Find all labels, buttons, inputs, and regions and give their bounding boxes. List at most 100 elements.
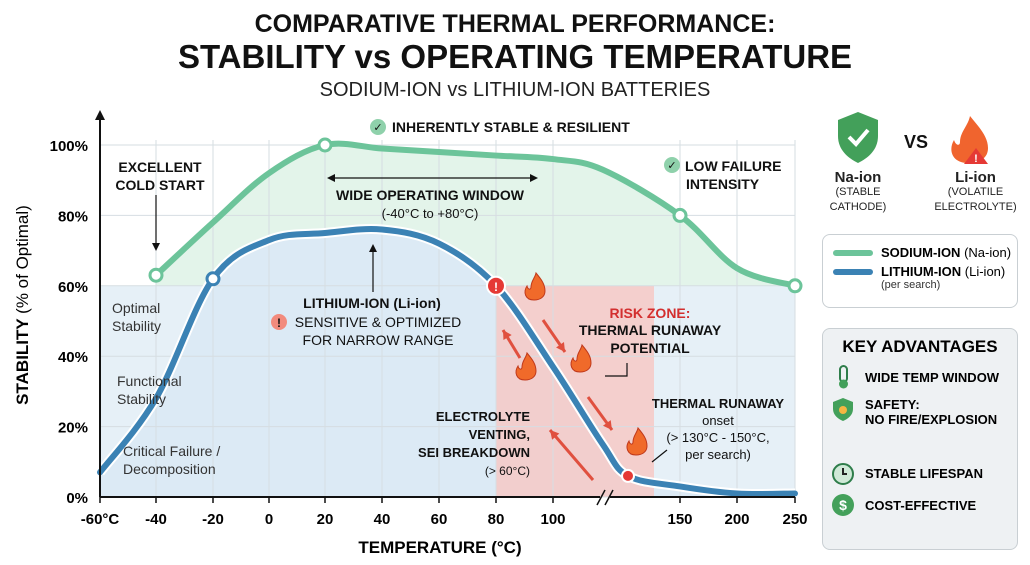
li-ion-name: Li-ion bbox=[955, 169, 996, 186]
zone-label: Stability bbox=[117, 391, 166, 407]
legend-na-bold: SODIUM-ION bbox=[881, 245, 961, 260]
title-line1: COMPARATIVE THERMAL PERFORMANCE: bbox=[255, 10, 776, 38]
y-tick-label: 40% bbox=[58, 349, 88, 366]
legend-li-note: (per search) bbox=[881, 279, 941, 291]
annotation-wide-window-range: (-40°C to +80°C) bbox=[382, 206, 479, 221]
subtitle: SODIUM-ION vs LITHIUM-ION BATTERIES bbox=[320, 79, 711, 101]
lithium-swatch bbox=[833, 268, 873, 275]
arrowhead bbox=[152, 243, 160, 251]
advantage-item: SAFETY: NO FIRE/EXPLOSION bbox=[831, 397, 1009, 453]
annotation-risk-desc: THERMAL RUNAWAY bbox=[579, 322, 722, 338]
x-tick-label: 100 bbox=[540, 511, 565, 528]
annotation-venting: ELECTROLYTE bbox=[436, 409, 530, 424]
advantage-item: STABLE LIFESPAN bbox=[831, 461, 1009, 485]
li-ion-caption: Li-ion (VOLATILE ELECTROLYTE) bbox=[928, 170, 1023, 215]
legend: SODIUM-ION (Na-ion) LITHIUM-ION (Li-ion)… bbox=[822, 234, 1018, 308]
vs-label: VS bbox=[904, 132, 928, 152]
lithium-line bbox=[97, 226, 798, 497]
advantage-item: WIDE TEMP WINDOW bbox=[831, 365, 1009, 389]
annotation-low-failure: LOW FAILURE bbox=[685, 158, 781, 174]
annotation-runaway: per search) bbox=[685, 447, 751, 462]
advantage-label: WIDE TEMP WINDOW bbox=[865, 369, 1000, 385]
annotation-inherently-stable: INHERENTLY STABLE & RESILIENT bbox=[392, 119, 630, 135]
dollar-icon: $ bbox=[832, 494, 854, 516]
sodium-marker bbox=[148, 267, 164, 283]
legend-na-rest: (Na-ion) bbox=[964, 245, 1012, 260]
arrowhead bbox=[369, 244, 377, 252]
y-tick-label: 80% bbox=[58, 208, 88, 225]
axis-break-icon bbox=[596, 489, 614, 506]
x-tick-label: 150 bbox=[667, 511, 692, 528]
sodium-swatch bbox=[833, 249, 873, 256]
flame-icon bbox=[626, 426, 648, 456]
arrowhead bbox=[503, 330, 512, 340]
x-tick-label: 40 bbox=[374, 511, 391, 528]
risk-pointer-arrow bbox=[605, 363, 628, 377]
advantage-label: COST-EFFECTIVE bbox=[865, 497, 977, 513]
annotation-venting: SEI BREAKDOWN bbox=[418, 445, 530, 460]
li-ion-desc1: (VOLATILE bbox=[947, 186, 1004, 198]
check-icon: ✓ bbox=[667, 160, 676, 172]
li-ion-desc2: ELECTROLYTE) bbox=[934, 201, 1017, 213]
comparison-icons: ! VS bbox=[838, 112, 988, 165]
check-icon: ✓ bbox=[373, 122, 382, 134]
runaway-arrow bbox=[651, 449, 668, 463]
comparison: ! VS Na-ion (STABLE CATHODE) Li-ion (VOL… bbox=[828, 108, 1023, 218]
zone-label: Critical Failure / bbox=[123, 443, 220, 459]
annotation-venting: VENTING, bbox=[469, 427, 530, 442]
legend-li-rest: (Li-ion) bbox=[964, 264, 1006, 279]
zone-label: Functional bbox=[117, 373, 182, 389]
annotation-runaway: (> 130°C - 150°C, bbox=[666, 430, 769, 445]
shield-fire-icon bbox=[833, 398, 853, 421]
lithium-marker bbox=[486, 275, 506, 296]
x-tick-label: 60 bbox=[431, 511, 448, 528]
x-axis-title: TEMPERATURE (°C) bbox=[358, 538, 521, 557]
na-ion-desc1: (STABLE bbox=[835, 186, 881, 198]
arrowhead bbox=[550, 430, 560, 440]
stopwatch-icon bbox=[832, 463, 854, 485]
sodium-line bbox=[153, 140, 798, 289]
svg-text:$: $ bbox=[839, 497, 847, 513]
x-tick-label: 80 bbox=[488, 511, 505, 528]
zone-label: Decomposition bbox=[123, 461, 216, 477]
advantage-label: SAFETY: NO FIRE/EXPLOSION bbox=[865, 397, 998, 427]
y-axis-title: STABILITY (% of Optimal) bbox=[13, 205, 32, 405]
annotation-li-title: LITHIUM-ION (Li-ion) bbox=[303, 295, 441, 311]
legend-item-sodium: SODIUM-ION (Na-ion) bbox=[833, 245, 1017, 260]
na-ion-caption: Na-ion (STABLE CATHODE) bbox=[828, 170, 888, 215]
x-tick-label: -60°C bbox=[81, 511, 120, 528]
arrowhead bbox=[602, 420, 612, 430]
y-tick-label: 100% bbox=[50, 138, 88, 155]
legend-item-lithium: LITHIUM-ION (Li-ion) bbox=[833, 264, 1017, 279]
key-advantages-panel: KEY ADVANTAGES WIDE TEMP WINDOW SAFETY: … bbox=[822, 328, 1018, 550]
lithium-marker bbox=[621, 468, 635, 483]
annotation-runaway: onset bbox=[702, 413, 734, 428]
key-advantages-title: KEY ADVANTAGES bbox=[842, 337, 998, 356]
warning-icon: ! bbox=[494, 280, 498, 294]
annotation-venting: (> 60°C) bbox=[485, 464, 530, 478]
x-tick-label: 20 bbox=[317, 511, 334, 528]
x-tick-label: 0 bbox=[265, 511, 273, 528]
y-tick-label: 20% bbox=[58, 420, 88, 437]
y-tick-label: 60% bbox=[58, 279, 88, 296]
na-ion-name: Na-ion bbox=[834, 169, 882, 186]
annotation-risk-title: RISK ZONE: bbox=[610, 305, 691, 321]
annotation-li-desc: FOR NARROW RANGE bbox=[303, 332, 454, 348]
x-tick-label: -20 bbox=[202, 511, 224, 528]
y-tick-label: 0% bbox=[66, 490, 88, 507]
flame-icon bbox=[524, 271, 546, 301]
x-tick-label: -40 bbox=[145, 511, 167, 528]
y-axis-title-bold: STABILITY bbox=[13, 314, 32, 405]
arrowhead bbox=[556, 342, 565, 352]
advantage-label: STABLE LIFESPAN bbox=[865, 465, 983, 481]
check-icon bbox=[370, 119, 386, 135]
x-tick-label: 250 bbox=[782, 511, 807, 528]
zone-label: Stability bbox=[112, 318, 161, 334]
sodium-marker bbox=[672, 207, 688, 223]
sodium-marker bbox=[787, 278, 803, 294]
flame-icon bbox=[570, 343, 592, 373]
legend-li-bold: LITHIUM-ION bbox=[881, 264, 962, 279]
x-tick-label: 200 bbox=[724, 511, 749, 528]
